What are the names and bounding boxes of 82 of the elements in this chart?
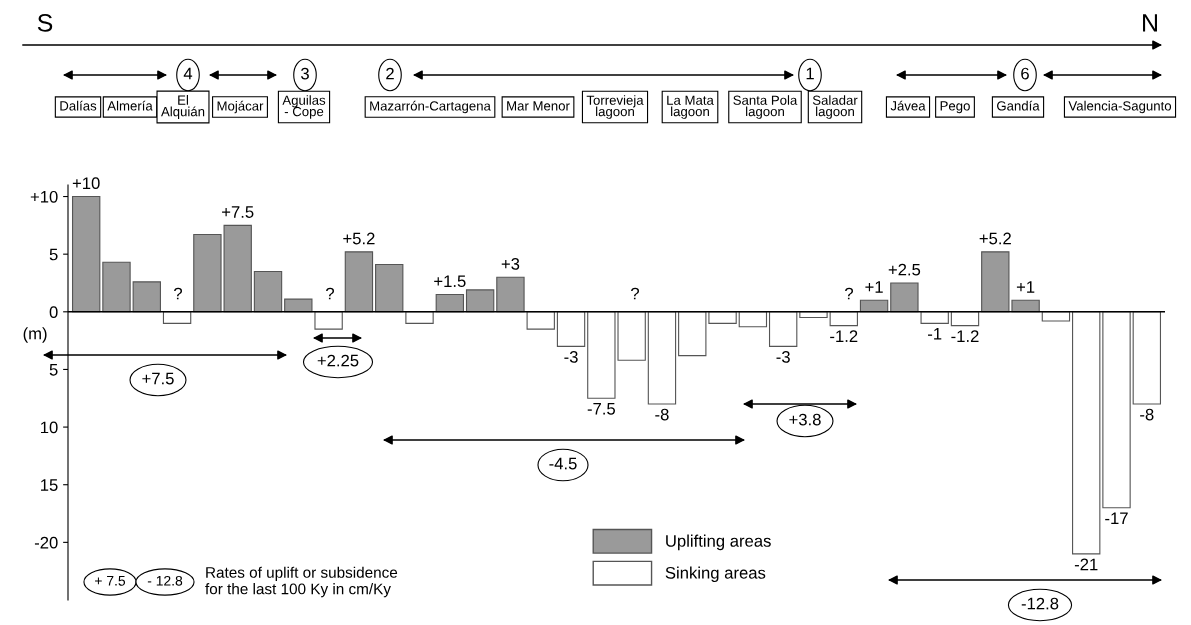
bar	[496, 276, 525, 313]
data-label: +1.5	[434, 275, 466, 288]
y-axis-title: (m)	[23, 327, 47, 343]
text: La Mata lagoon	[667, 95, 714, 119]
y-tick-label: 5	[49, 248, 58, 261]
bar	[556, 311, 586, 347]
y-tick-label: 0	[49, 306, 58, 319]
data-label: +2.5	[888, 263, 921, 276]
data-label: -8	[655, 408, 669, 421]
text: N	[1143, 14, 1157, 32]
data-label: -3	[564, 351, 578, 363]
data-label: +5.2	[979, 232, 1011, 245]
data-label: +5.2	[343, 232, 375, 245]
data-label: -8	[1140, 408, 1154, 421]
annotation: ?	[631, 287, 640, 300]
data-label: -1	[928, 328, 942, 340]
text: Valencia-Sagunto	[1068, 100, 1172, 114]
bar	[647, 311, 677, 405]
annotation: Rates of uplift or subsidence for the last 100 Ky in cm/Ky	[205, 566, 398, 598]
text: 2	[386, 67, 394, 80]
annotation: -4.5	[549, 457, 577, 470]
text: S	[37, 14, 53, 32]
text: Mazarrón-Cartagena	[370, 100, 491, 114]
text: Torrevieja lagoon	[586, 95, 644, 119]
text: Pego	[940, 101, 970, 114]
data-label: -3	[776, 351, 790, 363]
bar	[132, 281, 161, 313]
bar	[1072, 311, 1101, 555]
bar	[375, 263, 404, 313]
bar	[465, 289, 495, 313]
data-label: +7.5	[222, 206, 254, 218]
annotation: +7.5	[142, 372, 174, 385]
data-label: -1.2	[951, 330, 979, 342]
text: Almería	[107, 100, 153, 111]
data-label: -1.2	[830, 330, 858, 342]
text: Santa Pola lagoon	[733, 95, 798, 119]
bar	[768, 311, 798, 347]
bar	[890, 282, 919, 313]
bar	[314, 311, 343, 330]
text: El Alquián	[161, 95, 205, 119]
text: Aguilas - Cope	[282, 95, 326, 119]
y-tick-label: 10	[41, 421, 58, 434]
text: Gandía	[997, 100, 1040, 111]
annotation: +2.25	[317, 354, 359, 367]
text: 4	[183, 67, 193, 80]
data-label: +1	[1016, 281, 1035, 293]
data-label: +1	[865, 281, 883, 293]
bar	[435, 293, 465, 313]
annotation: +3.8	[789, 413, 821, 426]
annotation: + 7.5	[95, 576, 126, 586]
data-label: +10	[72, 177, 100, 190]
text: 6	[1021, 67, 1029, 80]
bar	[344, 251, 374, 313]
bar	[1102, 311, 1131, 509]
y-tick-label: +10	[30, 190, 58, 203]
bar	[526, 311, 555, 330]
annotation: - 12.8	[147, 575, 183, 586]
text: Mojácar	[217, 100, 264, 114]
legend-label: Sinking areas	[665, 566, 766, 583]
y-tick-label: -20	[34, 536, 58, 549]
bar	[102, 261, 131, 313]
bar	[1132, 311, 1162, 405]
bar	[284, 298, 313, 313]
annotation: ?	[845, 287, 854, 300]
bar	[71, 195, 101, 313]
text: 3	[301, 67, 309, 80]
data-label: +3	[501, 257, 520, 270]
text: Mar Menor	[507, 101, 570, 111]
text: Jávea	[890, 100, 926, 111]
y-tick-label: 15	[41, 479, 58, 491]
text: 1	[806, 67, 814, 80]
y-tick-label: 5	[49, 364, 58, 376]
annotation: ?	[326, 287, 335, 300]
text: Saladar lagoon	[812, 95, 858, 119]
legend-label: Uplifting areas	[666, 534, 771, 551]
bar	[253, 270, 283, 313]
annotation: -12.8	[1021, 597, 1059, 610]
text: Dalías	[60, 100, 97, 111]
data-label: -7.5	[587, 403, 616, 415]
annotation: ?	[174, 287, 183, 300]
data-label: -21	[1074, 558, 1098, 571]
data-label: -17	[1105, 512, 1128, 525]
